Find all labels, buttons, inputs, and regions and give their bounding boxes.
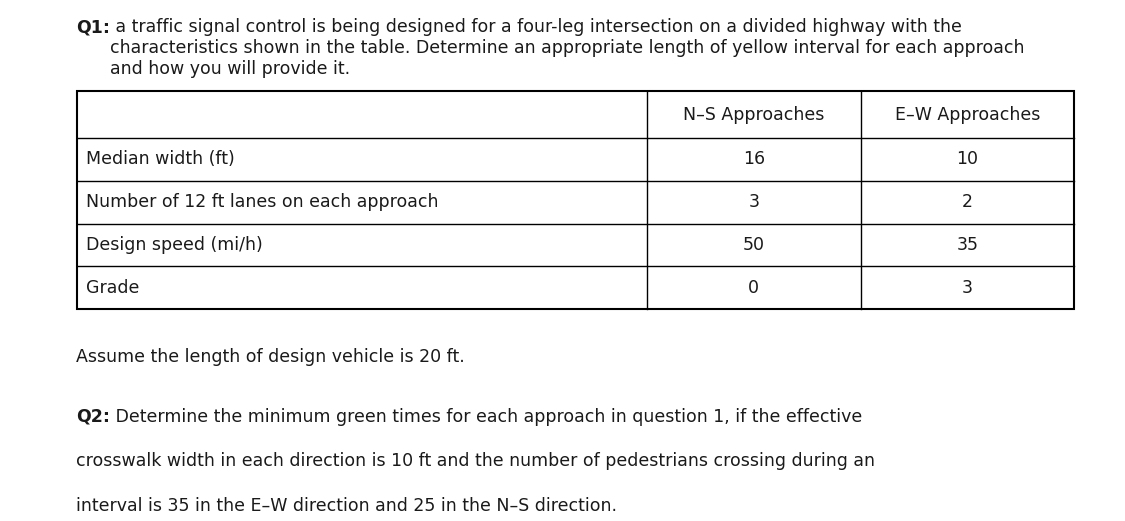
Text: Assume the length of design vehicle is 20 ft.: Assume the length of design vehicle is 2… [76, 348, 466, 366]
Text: Median width (ft): Median width (ft) [86, 151, 234, 168]
Text: crosswalk width in each direction is 10 ft and the number of pedestrians crossin: crosswalk width in each direction is 10 … [76, 452, 875, 470]
Text: 0: 0 [748, 279, 759, 296]
Bar [76, 91, 1074, 309]
Text: 35: 35 [956, 236, 979, 254]
Text: 3: 3 [962, 279, 973, 296]
Text: interval is 35 in the E–W direction and 25 in the N–S direction.: interval is 35 in the E–W direction and … [76, 497, 618, 515]
Text: 2: 2 [962, 193, 973, 211]
Text: a traffic signal control is being designed for a four-leg intersection on a divi: a traffic signal control is being design… [110, 18, 1025, 78]
Text: 10: 10 [956, 151, 979, 168]
Text: Grade: Grade [86, 279, 138, 296]
Text: 16: 16 [742, 151, 765, 168]
Text: Q2:: Q2: [76, 408, 110, 426]
Text: E–W Approaches: E–W Approaches [894, 106, 1041, 123]
Text: 3: 3 [748, 193, 759, 211]
Text: Q1:: Q1: [76, 18, 110, 36]
Text: N–S Approaches: N–S Approaches [683, 106, 825, 123]
Text: 50: 50 [742, 236, 765, 254]
Text: Determine the minimum green times for each approach in question 1, if the effect: Determine the minimum green times for ea… [110, 408, 863, 426]
Text: Design speed (mi/h): Design speed (mi/h) [86, 236, 262, 254]
Text: Number of 12 ft lanes on each approach: Number of 12 ft lanes on each approach [86, 193, 438, 211]
